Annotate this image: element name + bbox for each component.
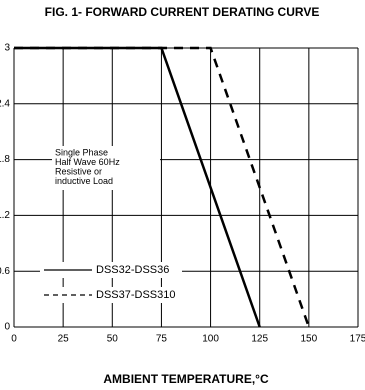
x-tick-label: 125 bbox=[251, 334, 268, 345]
series-line bbox=[14, 46, 311, 328]
annotation: Resistive or bbox=[55, 166, 102, 176]
x-tick-label: 25 bbox=[58, 334, 70, 345]
y-tick-label: 1.2 bbox=[0, 210, 10, 221]
annotation: Single Phase bbox=[55, 147, 108, 157]
x-axis-label: AMBIENT TEMPERATURE,°C bbox=[103, 372, 269, 386]
x-tick-label: 0 bbox=[11, 334, 17, 345]
x-tick-label: 75 bbox=[156, 334, 168, 345]
annotation: inductive Load bbox=[55, 176, 113, 186]
legend-label: DSS32-DSS36 bbox=[96, 264, 169, 276]
annotation-background bbox=[52, 146, 160, 190]
legend-label: DSS37-DSS310 bbox=[96, 289, 176, 301]
legend-background bbox=[40, 287, 182, 303]
x-tick-label: 50 bbox=[107, 334, 119, 345]
y-tick-label: 3 bbox=[4, 43, 10, 54]
y-tick-label: 1.8 bbox=[0, 154, 10, 165]
x-tick-label: 100 bbox=[202, 334, 219, 345]
y-tick-label: 2.4 bbox=[0, 98, 10, 109]
annotation: Half Wave 60Hz bbox=[55, 157, 120, 167]
x-tick-label: 150 bbox=[301, 334, 318, 345]
x-tick-label: 175 bbox=[350, 334, 365, 345]
legend-background bbox=[40, 262, 182, 278]
y-tick-label: 0.6 bbox=[0, 266, 10, 277]
chart-title: FIG. 1- FORWARD CURRENT DERATING CURVE bbox=[45, 5, 320, 19]
y-tick-label: 0 bbox=[4, 322, 10, 333]
